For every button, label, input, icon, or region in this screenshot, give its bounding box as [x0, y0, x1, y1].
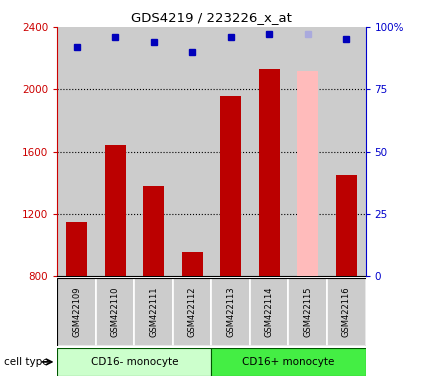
Bar	[250, 278, 289, 346]
Text: GSM422111: GSM422111	[149, 287, 158, 337]
Bar	[143, 186, 164, 276]
Bar	[289, 27, 326, 276]
Text: CD16- monocyte: CD16- monocyte	[91, 357, 178, 367]
Bar	[297, 71, 318, 276]
Bar	[96, 27, 134, 276]
Bar	[66, 222, 87, 276]
Text: GSM422116: GSM422116	[342, 287, 351, 337]
Bar	[336, 175, 357, 276]
Text: GSM422115: GSM422115	[303, 287, 312, 337]
Bar	[181, 252, 203, 276]
Bar	[212, 27, 249, 276]
Bar	[250, 27, 288, 276]
Bar	[57, 348, 211, 376]
Text: GSM422113: GSM422113	[226, 287, 235, 337]
Bar	[211, 278, 250, 346]
Bar	[105, 146, 126, 276]
Bar	[134, 278, 173, 346]
Bar	[220, 96, 241, 276]
Text: GSM422114: GSM422114	[265, 287, 274, 337]
Text: GSM422112: GSM422112	[188, 287, 197, 337]
Bar	[289, 278, 327, 346]
Title: GDS4219 / 223226_x_at: GDS4219 / 223226_x_at	[131, 11, 292, 24]
Bar	[327, 27, 365, 276]
Bar	[259, 69, 280, 276]
Bar	[58, 27, 96, 276]
Bar	[135, 27, 173, 276]
Text: GSM422109: GSM422109	[72, 287, 81, 337]
Bar	[96, 278, 134, 346]
Bar	[173, 27, 211, 276]
Text: cell type: cell type	[4, 357, 49, 367]
Bar	[173, 278, 211, 346]
Bar	[57, 278, 96, 346]
Text: CD16+ monocyte: CD16+ monocyte	[242, 357, 334, 367]
Bar	[211, 348, 366, 376]
Text: GSM422110: GSM422110	[110, 287, 120, 337]
Bar	[327, 278, 366, 346]
